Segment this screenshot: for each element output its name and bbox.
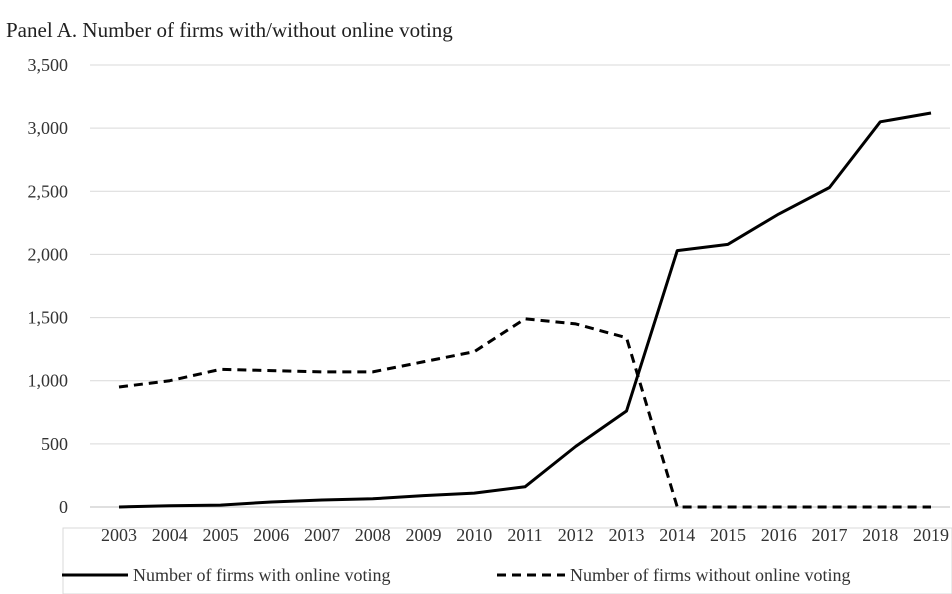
y-tick-label: 1,000: [28, 371, 69, 391]
series-line-with-online-voting: [118, 111, 932, 509]
x-tick-label: 2003: [101, 525, 137, 545]
y-tick-label: 0: [59, 497, 68, 517]
x-tick-label: 2007: [304, 525, 340, 545]
x-tick-label: 2008: [355, 525, 391, 545]
x-tick-label: 2018: [862, 525, 898, 545]
series-lines: [118, 111, 932, 509]
y-axis-tick-labels: 0 500 1,000 1,500 2,000 2,500 3,000 3,500: [28, 55, 69, 517]
x-tick-label: 2011: [507, 525, 542, 545]
x-tick-label: 2014: [659, 525, 695, 545]
x-tick-label: 2017: [812, 525, 848, 545]
legend-label: Number of firms with online voting: [133, 565, 390, 585]
y-tick-label: 3,000: [28, 118, 69, 138]
legend-box: [62, 527, 952, 594]
x-tick-label: 2010: [456, 525, 492, 545]
x-tick-label: 2019: [913, 525, 949, 545]
x-tick-label: 2006: [253, 525, 289, 545]
legend: Number of firms with online voting Number…: [62, 527, 952, 594]
chart-title: Panel A. Number of firms with/without on…: [6, 18, 453, 42]
x-tick-label: 2016: [761, 525, 797, 545]
y-tick-label: 2,500: [28, 181, 69, 201]
y-tick-label: 2,000: [28, 244, 69, 264]
legend-label: Number of firms without online voting: [570, 565, 850, 585]
x-tick-label: 2004: [152, 525, 188, 545]
x-tick-label: 2012: [558, 525, 594, 545]
x-tick-label: 2009: [406, 525, 442, 545]
x-axis-tick-labels: 2003 2004 2005 2006 2007 2008 2009 2010 2011 2012…: [101, 525, 949, 545]
x-tick-label: 2005: [203, 525, 239, 545]
series-line-without-online-voting: [118, 317, 931, 509]
x-tick-label: 2015: [710, 525, 746, 545]
y-tick-label: 500: [41, 434, 68, 454]
y-tick-label: 1,500: [28, 308, 69, 328]
gridlines: [90, 64, 950, 508]
y-tick-label: 3,500: [28, 55, 69, 75]
x-tick-label: 2013: [609, 525, 645, 545]
